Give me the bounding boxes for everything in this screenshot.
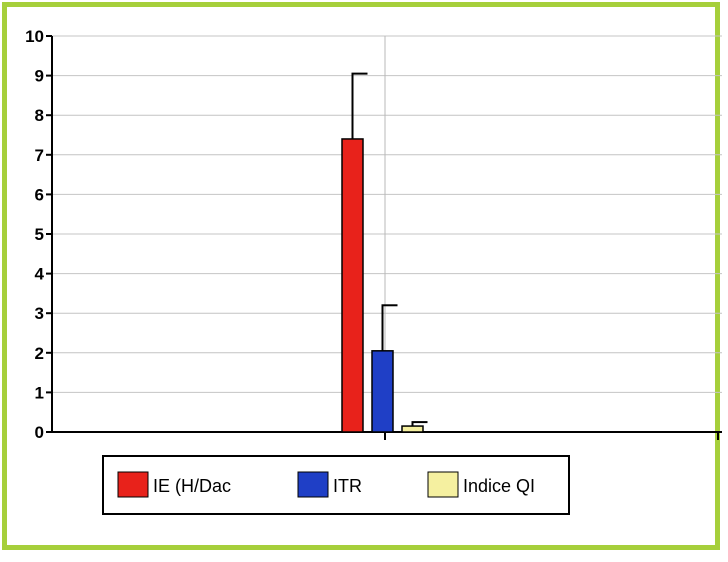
y-tick-label: 3 bbox=[35, 304, 44, 323]
y-tick-label: 2 bbox=[35, 344, 44, 363]
legend-swatch-itr bbox=[297, 471, 329, 498]
legend-label-ie: IE (H/Dac bbox=[153, 476, 231, 496]
legend-box bbox=[102, 455, 570, 515]
bars bbox=[341, 138, 424, 433]
y-tick-label: 10 bbox=[25, 27, 44, 46]
y-tick-label: 6 bbox=[35, 185, 44, 204]
y-tick-label: 0 bbox=[35, 423, 44, 442]
bar-1 bbox=[371, 350, 394, 433]
bar-0 bbox=[341, 138, 364, 433]
legend-label-qi: Indice QI bbox=[463, 476, 535, 496]
legend: IE (H/Dac ITR Indice QI bbox=[102, 455, 570, 515]
y-tick-label: 5 bbox=[35, 225, 44, 244]
y-tick-label: 1 bbox=[35, 383, 44, 402]
legend-swatch-qi bbox=[427, 471, 459, 498]
error-bars bbox=[351, 72, 428, 427]
y-tick-labels: 0 1 2 3 4 5 6 7 8 9 10 bbox=[25, 27, 52, 442]
y-tick-label: 7 bbox=[35, 146, 44, 165]
bar-2 bbox=[401, 425, 424, 433]
gridlines bbox=[52, 35, 722, 393]
y-tick-label: 4 bbox=[35, 265, 45, 284]
legend-label-itr: ITR bbox=[333, 476, 362, 496]
y-tick-label: 9 bbox=[35, 67, 44, 86]
legend-swatch-ie bbox=[117, 471, 149, 498]
y-tick-label: 8 bbox=[35, 106, 44, 125]
